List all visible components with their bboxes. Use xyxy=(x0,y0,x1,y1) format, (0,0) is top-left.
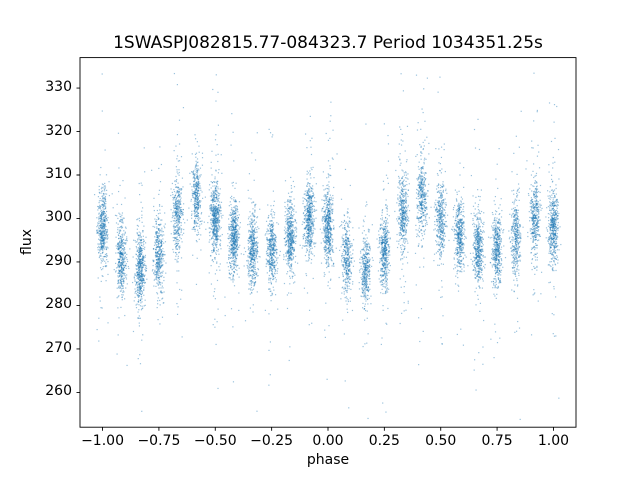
x-tick-label: 0.00 xyxy=(312,433,344,449)
x-tick-label: −0.75 xyxy=(137,433,181,449)
x-tick-label: −0.50 xyxy=(193,433,237,449)
y-tick-label: 330 xyxy=(45,79,72,96)
x-axis-label: phase xyxy=(306,452,350,468)
x-tick-label: 0.50 xyxy=(425,433,457,449)
x-tick-label: −0.25 xyxy=(250,433,294,449)
x-tick-label: 0.75 xyxy=(481,433,513,449)
y-tick-label: 320 xyxy=(45,122,72,139)
y-tick-label: 270 xyxy=(45,339,72,356)
x-tick-label: 1.00 xyxy=(537,433,570,449)
y-tick-label: 300 xyxy=(45,209,72,226)
y-tick-label: 290 xyxy=(45,252,72,269)
y-axis-label: flux xyxy=(19,229,35,255)
chart-title: 1SWASPJ082815.77-084323.7 Period 1034351… xyxy=(113,33,543,53)
y-tick-label: 310 xyxy=(45,166,72,182)
x-tick-label: −1.00 xyxy=(81,433,124,449)
y-tick-label: 260 xyxy=(45,383,72,400)
y-tick-label: 280 xyxy=(45,296,72,313)
x-tick-label: 0.25 xyxy=(368,433,400,449)
